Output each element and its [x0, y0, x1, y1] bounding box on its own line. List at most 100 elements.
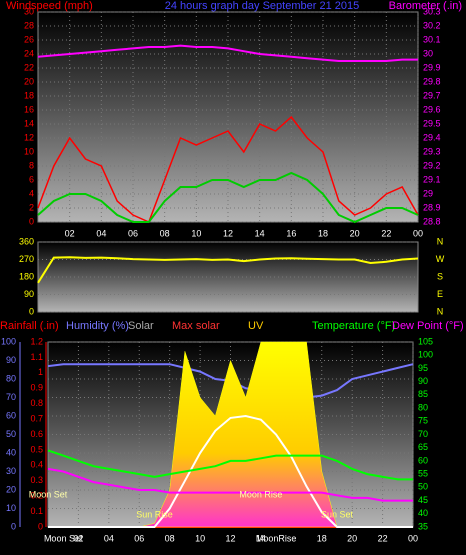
y2ticks-label: 29.2 [423, 160, 441, 170]
yticks-label: 270 [19, 254, 34, 264]
y2ticks-label: 50 [418, 482, 428, 492]
y3ticks-label: 0.6 [30, 429, 43, 439]
yticks-label: 22 [24, 62, 34, 72]
x-tick-label: 22 [381, 228, 391, 238]
event-label: MoonRise [256, 533, 297, 543]
y2ticks-label: 28.8 [423, 216, 441, 226]
y2ticks-label: 45 [418, 495, 428, 505]
yticks-label: 60 [6, 410, 16, 420]
x-tick-label: 10 [195, 533, 205, 543]
y3ticks-label: 0.1 [30, 506, 43, 516]
y2ticks-label: 30.1 [423, 34, 441, 44]
y3ticks-label: 1 [38, 367, 43, 377]
x-tick-label: 14 [256, 533, 266, 543]
x-tick-label: 04 [104, 533, 114, 543]
yticks-label: 0 [11, 521, 16, 531]
y3ticks-label: 0.2 [30, 491, 43, 501]
dewpoint-header: Dew Point (°F) [392, 320, 464, 332]
y2ticks-label: 70 [418, 429, 428, 439]
y2ticks-label: 30 [423, 48, 433, 58]
yticks-label: 70 [6, 392, 16, 402]
yticks-label: 80 [6, 373, 16, 383]
annotation: Moon Rise [239, 489, 282, 499]
y3ticks-label: 0.4 [30, 460, 43, 470]
yticks-label: 30 [6, 466, 16, 476]
x-tick-label: 06 [134, 533, 144, 543]
y2ticks-label: 80 [418, 402, 428, 412]
y2ticks-label: 35 [418, 521, 428, 531]
y2ticks-label: 30.3 [423, 6, 441, 16]
x-tick-label: 12 [223, 228, 233, 238]
x-tick-label: 18 [318, 228, 328, 238]
uv-header: UV [248, 320, 264, 332]
y3ticks-label: 0 [38, 521, 43, 531]
y2ticks-label: 29.1 [423, 174, 441, 184]
x-tick-label: 02 [65, 228, 75, 238]
series-line [48, 414, 413, 528]
yticks-label: 6 [29, 174, 34, 184]
yticks-label: 100 [1, 336, 16, 346]
annotation: Sun Set [321, 509, 354, 519]
x-tick-label: 08 [165, 533, 175, 543]
y2ticks-label: 95 [418, 363, 428, 373]
annotation: Sun Rise [136, 509, 173, 519]
series-line [37, 171, 419, 224]
x-tick-label: 00 [413, 228, 423, 238]
yticks-label: 360 [19, 236, 34, 246]
y2ticks-label: 75 [418, 416, 428, 426]
wind-header: Windspeed (mph) [6, 0, 93, 12]
y2ticks-label: 29.6 [423, 104, 441, 114]
solar-header: Solar [128, 320, 154, 332]
yticks-label: 20 [24, 76, 34, 86]
y3ticks-label: 0.7 [30, 413, 43, 423]
yticks-label: 4 [29, 188, 34, 198]
yticks-label: 18 [24, 90, 34, 100]
yticks-label: 28 [24, 20, 34, 30]
y2ticks-label: 90 [418, 376, 428, 386]
yticks-label: 24 [24, 48, 34, 58]
annotation: Moon Set [29, 489, 68, 499]
yticks-label: 16 [24, 104, 34, 114]
y2ticks-label: 85 [418, 389, 428, 399]
y2ticks-label: N [437, 306, 444, 316]
y3ticks-label: 0.8 [30, 398, 43, 408]
yticks-label: 8 [29, 160, 34, 170]
yticks-label: 90 [24, 289, 34, 299]
y3ticks-label: 1.1 [30, 352, 43, 362]
y2ticks-label: E [437, 289, 443, 299]
y2ticks-label: 29.7 [423, 90, 441, 100]
x-tick-label: 16 [286, 228, 296, 238]
y2ticks-label: 65 [418, 442, 428, 452]
humidity-header: Humidity (%) [66, 320, 129, 332]
x-tick-label: 14 [255, 228, 265, 238]
y2ticks-label: 29.9 [423, 62, 441, 72]
yticks-label: 10 [6, 503, 16, 513]
y2ticks-label: 100 [418, 350, 433, 360]
series-line [37, 44, 418, 62]
yticks-label: 14 [24, 118, 34, 128]
yticks-label: 10 [24, 146, 34, 156]
yticks-label: 0 [29, 306, 34, 316]
y2ticks-label: 29 [423, 188, 433, 198]
y2ticks-label: S [437, 271, 443, 281]
x-tick-label: 20 [350, 228, 360, 238]
x-tick-label: 06 [128, 228, 138, 238]
yticks-label: 50 [6, 429, 16, 439]
yticks-label: 20 [6, 484, 16, 494]
y2ticks-label: 60 [418, 455, 428, 465]
series-line [47, 467, 413, 502]
y2ticks-label: 29.5 [423, 118, 441, 128]
x-tick-label: 00 [408, 533, 418, 543]
y2ticks-label: 29.8 [423, 76, 441, 86]
yticks-label: 40 [6, 447, 16, 457]
y2ticks-label: 28.9 [423, 202, 441, 212]
yticks-label: 30 [24, 6, 34, 16]
y2ticks-label: 55 [418, 469, 428, 479]
yticks-label: 180 [19, 271, 34, 281]
series-line [37, 115, 419, 224]
temperature-header: Temperature (°F) [312, 320, 395, 332]
y2ticks-label: 29.3 [423, 146, 441, 156]
x-tick-label: 18 [317, 533, 327, 543]
y2ticks-label: 29.4 [423, 132, 441, 142]
y3ticks-label: 0.5 [30, 444, 43, 454]
